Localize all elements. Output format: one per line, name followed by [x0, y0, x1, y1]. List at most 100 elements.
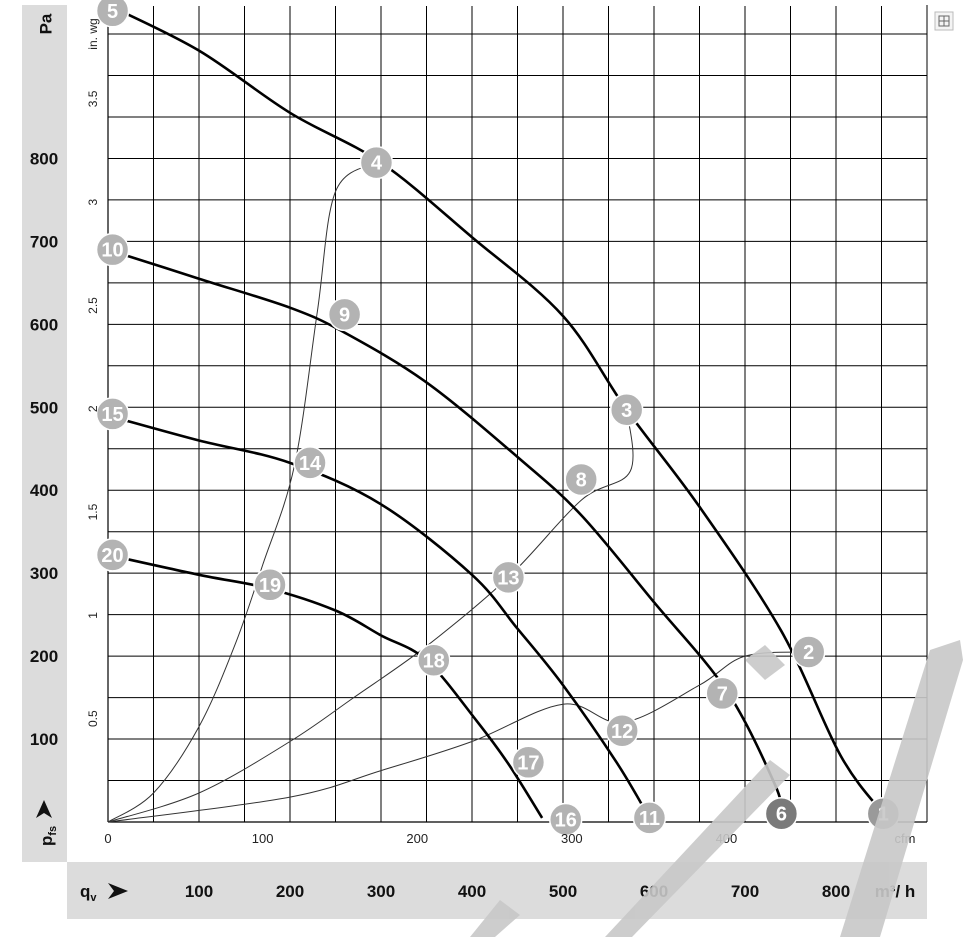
svg-text:pfs: pfs: [37, 826, 59, 846]
marker-label: 6: [776, 804, 787, 826]
pa-unit-label: Pa: [36, 13, 55, 34]
qv-letter: q: [80, 882, 90, 901]
marker-label: 15: [101, 404, 123, 426]
marker-label: 8: [576, 469, 587, 491]
m3h-tick-label: 100: [185, 882, 213, 901]
m3h-tick-label: 300: [367, 882, 395, 901]
pa-tick-label: 200: [30, 647, 58, 666]
qv-axis-label: qv: [80, 882, 97, 904]
marker-5: 5: [95, 0, 130, 28]
marker-circle: [359, 145, 394, 180]
pfs-letter: p: [37, 836, 56, 846]
marker-18: 18: [417, 643, 451, 678]
marker-circle: [632, 801, 667, 835]
system-curve-1: [107, 162, 377, 823]
marker-circle: [511, 745, 546, 780]
marker-label: 10: [101, 240, 123, 262]
marker-label: 20: [101, 545, 123, 567]
pfs-axis-label: pfs: [37, 826, 59, 846]
marker-label: 7: [717, 683, 728, 705]
cfm-tick-label: 300: [561, 831, 583, 846]
m3h-tick-label: 700: [731, 882, 759, 901]
marker-circle: [705, 676, 739, 711]
cfm-tick-label: 200: [406, 831, 428, 846]
m3h-tick-label: 500: [549, 882, 577, 901]
marker-circle: [327, 297, 362, 332]
marker-label: 4: [371, 153, 383, 175]
pfs-arrow-icon: [36, 800, 52, 818]
marker-19: 19: [253, 568, 287, 602]
system-curve-3: [107, 651, 809, 823]
marker-11: 11: [632, 801, 667, 835]
inwg-tick-label: 3.5: [86, 90, 100, 107]
marker-14: 14: [293, 446, 327, 480]
marker-circle: [95, 397, 130, 431]
marker-circle: [605, 714, 639, 748]
marker-circle: [95, 0, 130, 28]
marker-label: 5: [107, 1, 118, 23]
marker-label: 13: [497, 567, 519, 589]
marker-4: 4: [359, 145, 394, 180]
marker-8: 8: [564, 462, 598, 497]
marker-label: 3: [621, 400, 632, 422]
watermark-stripe: [470, 640, 963, 937]
inwg-tick-label: 1: [86, 612, 100, 619]
marker-label: 17: [517, 752, 539, 774]
fan-curve-2: [107, 248, 783, 814]
marker-2: 2: [791, 635, 826, 669]
marker-label: 18: [423, 650, 445, 672]
pa-tick-label: 500: [30, 398, 58, 417]
marker-15: 15: [95, 397, 130, 431]
marker-6: 6: [764, 796, 799, 831]
inwg-tick-label: 3: [86, 199, 100, 206]
marker-9: 9: [327, 297, 362, 332]
pa-tick-label: 400: [30, 481, 58, 500]
operating-point-markers: 1234567891011121314151617181920: [95, 0, 901, 837]
fan-curve-3: [107, 414, 651, 819]
marker-circle: [548, 802, 583, 837]
marker-12: 12: [605, 714, 639, 748]
grid-icon[interactable]: [934, 11, 954, 31]
marker-label: 19: [259, 575, 281, 597]
left-axis-band: [22, 5, 67, 862]
marker-label: 16: [555, 810, 577, 832]
marker-16: 16: [548, 802, 583, 837]
m3h-tick-label: 400: [458, 882, 486, 901]
marker-10: 10: [95, 232, 130, 267]
plot-area: [67, 5, 927, 862]
m3h-tick-label: 200: [276, 882, 304, 901]
marker-circle: [293, 446, 327, 480]
marker-label: 9: [339, 304, 350, 326]
m3h-tick-label: 800: [822, 882, 850, 901]
qv-arrow-icon: [108, 883, 128, 899]
pa-tick-label: 700: [30, 232, 58, 251]
pa-tick-label: 600: [30, 315, 58, 334]
cfm-tick-label: 100: [252, 831, 274, 846]
inwg-unit-label: in. wg: [86, 18, 100, 49]
pa-tick-label: 100: [30, 730, 58, 749]
inwg-tick-label: 1.5: [86, 503, 100, 520]
marker-label: 2: [803, 642, 814, 664]
qv-subscript: v: [90, 892, 97, 904]
marker-17: 17: [511, 745, 546, 780]
marker-13: 13: [491, 560, 526, 595]
inwg-tick-label: 2: [86, 405, 100, 412]
pa-tick-label: 800: [30, 149, 58, 168]
marker-7: 7: [705, 676, 739, 711]
pfs-subscript: fs: [47, 826, 59, 836]
marker-circle: [491, 560, 526, 595]
marker-label: 11: [639, 808, 660, 830]
marker-label: 12: [611, 721, 633, 743]
marker-3: 3: [609, 393, 644, 427]
fan-curve-4: [107, 553, 544, 819]
pa-tick-label: 300: [30, 564, 58, 583]
marker-label: 14: [299, 453, 322, 475]
marker-circle: [253, 568, 287, 602]
marker-circle: [764, 796, 799, 831]
marker-circle: [95, 232, 130, 267]
marker-circle: [564, 462, 598, 497]
marker-circle: [417, 643, 451, 678]
marker-circle: [95, 538, 130, 572]
inwg-tick-label: 0.5: [86, 710, 100, 727]
